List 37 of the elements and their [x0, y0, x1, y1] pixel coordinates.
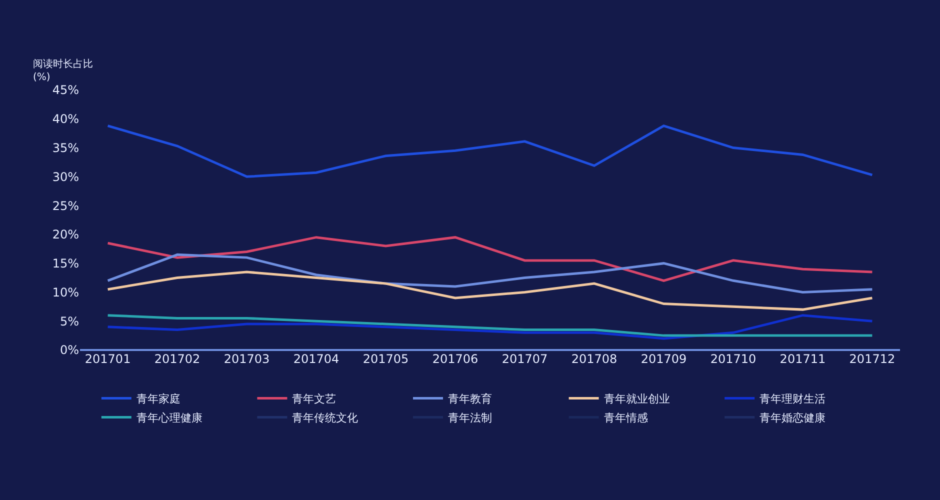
- x-tick-label: 201709: [640, 352, 687, 366]
- x-tick-label: 201708: [571, 352, 618, 366]
- y-tick-label: 0%: [60, 343, 79, 358]
- legend-label: 青年教育: [448, 392, 492, 406]
- y-tick-label: 30%: [52, 170, 79, 184]
- legend-label: 青年理财生活: [760, 392, 826, 406]
- y-tick-label: 5%: [60, 314, 79, 328]
- x-tick-label: 201707: [502, 352, 548, 366]
- x-tick-label: 201704: [293, 352, 340, 366]
- x-tick-label: 201706: [432, 352, 478, 366]
- legend-label: 青年心理健康: [136, 412, 202, 425]
- legend-label: 青年情感: [604, 412, 648, 425]
- y-tick-label: 10%: [52, 285, 79, 300]
- line-series: [106, 253, 874, 294]
- x-tick-label: 201711: [780, 352, 826, 366]
- y-tick-label: 20%: [52, 228, 79, 242]
- x-tick-label: 201710: [710, 352, 756, 366]
- x-tick-label: 201703: [224, 352, 270, 366]
- y-tick-label: 35%: [52, 140, 79, 155]
- line-series: [106, 236, 874, 282]
- x-tick-label: 201705: [362, 352, 409, 366]
- legend-label: 青年家庭: [136, 392, 180, 406]
- legend-label: 青年文艺: [292, 392, 336, 406]
- y-tick-label: 40%: [52, 112, 79, 126]
- y-axis-title: 阅读时长占比 (%): [33, 58, 93, 83]
- x-tick-label: 201702: [154, 352, 200, 366]
- legend-label: 青年传统文化: [292, 412, 358, 425]
- line-series: [106, 124, 874, 178]
- y-tick-label: 45%: [52, 83, 79, 98]
- legend-label: 青年就业创业: [604, 392, 670, 406]
- y-tick-label: 25%: [52, 198, 79, 213]
- legend-label: 青年法制: [448, 412, 492, 425]
- line-series: [106, 270, 874, 311]
- y-tick-label: 15%: [52, 256, 79, 271]
- x-tick-label: 201712: [849, 352, 896, 366]
- legend-label: 青年婚恋健康: [760, 412, 826, 425]
- x-tick-label: 201701: [84, 352, 131, 366]
